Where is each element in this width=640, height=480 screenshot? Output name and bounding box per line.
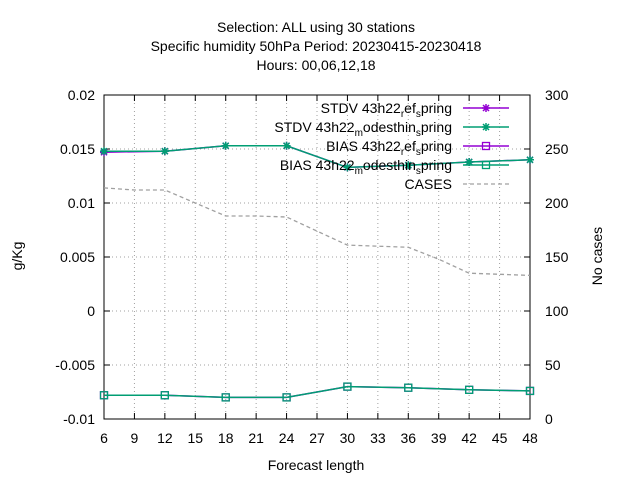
series-line-3 (104, 385, 531, 399)
legend-label-part: m (355, 166, 363, 177)
legend-entry-4: CASES (405, 176, 509, 192)
legend-entry-2: BIAS 43h22refspring (326, 138, 509, 158)
data-point (160, 147, 169, 156)
data-point (404, 161, 413, 170)
y2-tick-label: 150 (545, 249, 569, 265)
data-point (465, 157, 474, 166)
legend-label-part: pring (421, 138, 452, 154)
legend-label-part: BIAS 43h22 (280, 157, 355, 173)
legend-label: CASES (405, 176, 452, 192)
y-tick-label: 0.015 (60, 141, 95, 157)
x-tick-label: 9 (131, 430, 139, 446)
legend-label-part: r (401, 147, 405, 158)
y2-tick-label: 100 (545, 303, 569, 319)
legend-sample-marker (482, 104, 490, 112)
x-tick-label: 27 (309, 430, 325, 446)
data-point (99, 391, 109, 400)
legend-label-part: ef (404, 138, 416, 154)
axes (103, 94, 531, 420)
x-tick-label: 30 (340, 430, 356, 446)
legend-label-part: odesthin (363, 157, 416, 173)
y-tick-label: 0.02 (68, 87, 95, 103)
legend-sample-marker (481, 160, 491, 170)
data-point (464, 385, 474, 394)
data-point (100, 147, 108, 156)
title-line-3: Hours: 00,06,12,18 (256, 57, 375, 73)
y-tick-label: -0.01 (63, 411, 95, 427)
y2-tick-label: 300 (545, 87, 569, 103)
legend-sample-marker (482, 123, 490, 131)
y2-axis-label: No cases (589, 227, 605, 285)
data-point (343, 163, 352, 172)
title-line-1: Selection: ALL using 30 stations (217, 19, 415, 35)
series-line-1 (104, 145, 531, 169)
legend-label-part: s (416, 147, 421, 158)
data-point (160, 391, 170, 400)
legend-label-part: s (416, 166, 421, 177)
data-point (221, 393, 230, 402)
data-point (404, 383, 413, 392)
y2-tick-label: 250 (545, 141, 569, 157)
legend-sample-marker (481, 141, 491, 151)
legend-label-part: ef (404, 100, 416, 116)
data-point (282, 393, 291, 402)
x-tick-label: 48 (522, 430, 538, 446)
legend-label-part: pring (421, 119, 452, 135)
legend-entry-0: STDV 43h22refspring (321, 100, 509, 120)
y-tick-label: 0 (87, 303, 95, 319)
tick-labels: 0.020.0150.010.0050-0.005-0.013002502001… (55, 87, 568, 446)
x-axis-label: Forecast length (268, 457, 365, 473)
grid (104, 95, 530, 419)
plot-frame (103, 94, 531, 420)
data-point (221, 141, 230, 150)
x-tick-label: 24 (279, 430, 295, 446)
legend-label-part: s (416, 128, 421, 139)
x-tick-label: 45 (492, 430, 508, 446)
legend-label-part: BIAS 43h22 (326, 138, 401, 154)
y-axis-label: g/Kg (9, 242, 25, 271)
x-tick-label: 6 (100, 430, 108, 446)
legend-label: STDV 43h22modesthinspring (274, 119, 452, 139)
x-tick-label: 42 (461, 430, 477, 446)
x-tick-label: 15 (187, 430, 203, 446)
data-point (282, 141, 291, 150)
x-tick-label: 18 (218, 430, 234, 446)
y2-tick-label: 50 (545, 357, 561, 373)
legend-label-part: pring (421, 157, 452, 173)
legend-label: BIAS 43h22refspring (326, 138, 452, 158)
data-point (343, 382, 352, 391)
legend-entry-1: STDV 43h22modesthinspring (274, 119, 509, 139)
y-tick-label: 0.01 (68, 195, 95, 211)
x-tick-label: 39 (431, 430, 447, 446)
legend-label-part: s (416, 109, 421, 120)
title-line-2: Specific humidity 50hPa Period: 20230415… (151, 38, 482, 54)
data-point (526, 155, 534, 164)
x-tick-label: 12 (157, 430, 173, 446)
chart-title: Selection: ALL using 30 stations Specifi… (151, 19, 482, 73)
legend-label: BIAS 43h22modesthinspring (280, 157, 452, 177)
legend-label-part: pring (421, 100, 452, 116)
legend-label-part: CASES (405, 176, 452, 192)
legend-label-part: m (355, 128, 363, 139)
series-group (99, 141, 535, 402)
legend-label-part: odesthin (363, 119, 416, 135)
y2-tick-label: 0 (545, 411, 553, 427)
series-line-4 (103, 187, 531, 277)
data-point (525, 386, 535, 396)
y-tick-label: 0.005 (60, 249, 95, 265)
x-tick-label: 33 (370, 430, 386, 446)
legend-entry-3: BIAS 43h22modesthinspring (280, 157, 509, 177)
x-tick-label: 21 (248, 430, 264, 446)
legend-label-part: STDV 43h22 (321, 100, 401, 116)
y2-tick-label: 200 (545, 195, 569, 211)
legend-label-part: r (401, 109, 405, 120)
legend-label-part: STDV 43h22 (274, 119, 354, 135)
legend-label: STDV 43h22refspring (321, 100, 452, 120)
y-tick-label: -0.005 (55, 357, 95, 373)
x-tick-label: 36 (400, 430, 416, 446)
